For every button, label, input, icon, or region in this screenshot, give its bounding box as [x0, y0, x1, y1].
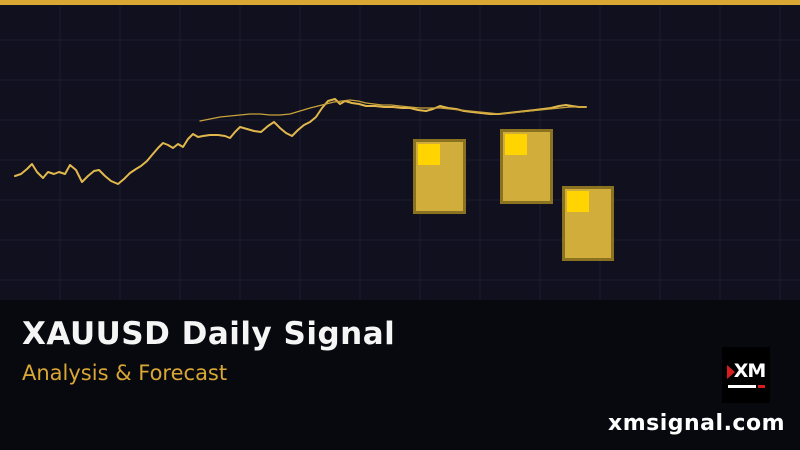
signal-box-highlight — [505, 134, 527, 155]
price-line — [14, 98, 587, 185]
logo-underline-white — [727, 385, 756, 388]
subtitle: Analysis & Forecast — [22, 361, 228, 385]
logo-arrow-icon — [726, 364, 735, 379]
logo-text: XM — [733, 360, 767, 382]
page-title: XAUUSD Daily Signal — [22, 316, 396, 352]
xm-logo: XM — [722, 347, 770, 403]
top-accent-bar — [0, 0, 800, 5]
signal-box-highlight — [418, 144, 440, 165]
logo-underline-red — [757, 385, 765, 388]
price-chart — [0, 6, 800, 300]
moving-average-line — [199, 99, 587, 122]
signal-box-3 — [562, 186, 614, 261]
chart-grid — [0, 6, 800, 300]
website-url: xmsignal.com — [608, 411, 785, 436]
logo-underline — [727, 385, 765, 388]
caption-band — [0, 300, 800, 450]
signal-box-highlight — [567, 191, 589, 212]
signal-box-2 — [500, 129, 553, 204]
signal-box-1 — [413, 139, 466, 214]
chart-canvas — [0, 6, 800, 300]
